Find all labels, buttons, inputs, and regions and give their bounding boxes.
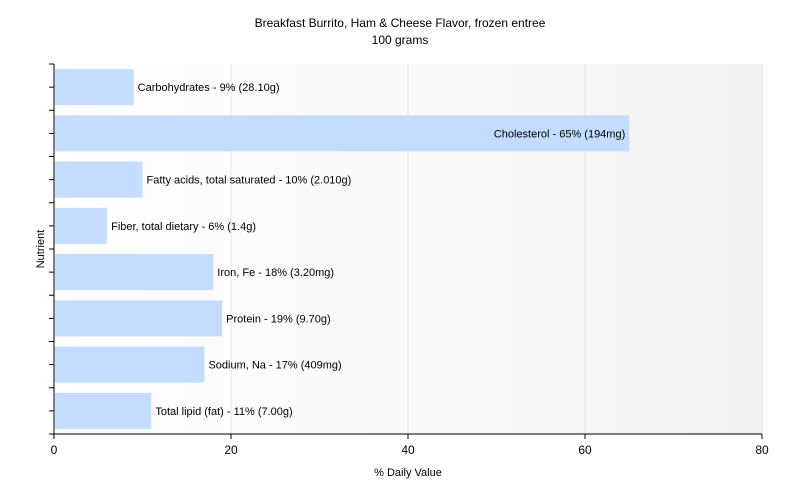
- bar-carbohydrates: [55, 69, 134, 106]
- x-tick-label: 80: [755, 443, 769, 457]
- bar-label-fiber-total-dietary: Fiber, total dietary - 6% (1.4g): [111, 221, 256, 233]
- x-tick-label: 40: [401, 443, 415, 457]
- bar-sodium-na: [55, 346, 205, 383]
- bar-iron-fe: [55, 254, 214, 291]
- bar-label-carbohydrates: Carbohydrates - 9% (28.10g): [138, 82, 280, 94]
- x-tick-label: 60: [578, 443, 592, 457]
- bars: Carbohydrates - 9% (28.10g) Cholesterol -…: [55, 69, 630, 429]
- y-axis-label: Nutrient: [35, 230, 47, 269]
- x-tick-label: 0: [51, 443, 58, 457]
- bar-fatty-acids-total-saturated: [55, 161, 143, 198]
- bar-label-total-lipid-fat: Total lipid (fat) - 11% (7.00g): [155, 406, 292, 418]
- bar-cholesterol: [55, 115, 630, 152]
- x-tick-label: 20: [224, 443, 238, 457]
- bar-label-iron-fe: Iron, Fe - 18% (3.20mg): [217, 267, 334, 279]
- bar-protein: [55, 300, 223, 337]
- chart-subtitle: 100 grams: [372, 33, 429, 47]
- x-axis-label: % Daily Value: [374, 467, 442, 479]
- ticks: 0 20 40 60 80: [49, 63, 769, 457]
- bar-label-fatty-acids-total-saturated: Fatty acids, total saturated - 10% (2.01…: [147, 175, 352, 187]
- bar-label-sodium-na: Sodium, Na - 17% (409mg): [208, 360, 341, 372]
- bar-total-lipid-fat: [55, 392, 152, 429]
- bar-label-protein: Protein - 19% (9.70g): [226, 313, 331, 325]
- chart-title: Breakfast Burrito, Ham & Cheese Flavor, …: [255, 16, 546, 30]
- bar-fiber-total-dietary: [55, 207, 108, 244]
- bar-label-cholesterol: Cholesterol - 65% (194mg): [494, 128, 625, 140]
